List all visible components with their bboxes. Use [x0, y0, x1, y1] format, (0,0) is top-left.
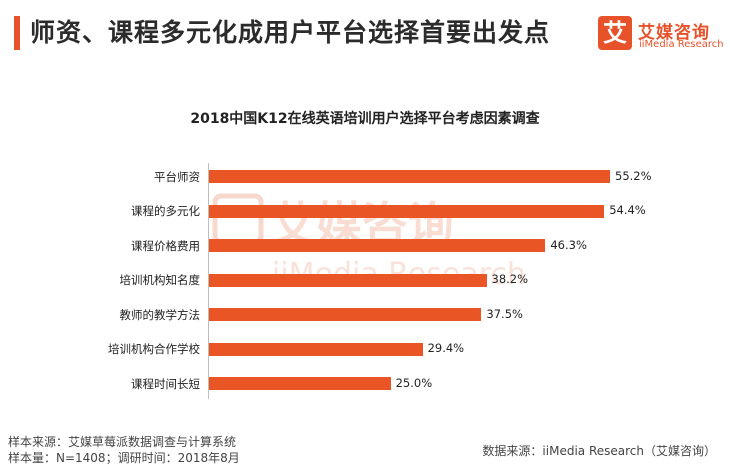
bar — [209, 204, 605, 218]
sample-size: 样本量：N=1408；调研时间：2018年8月 — [8, 451, 240, 465]
logo-name-cn: 艾媒咨询 — [638, 23, 710, 43]
sample-source: 样本来源：艾媒草莓派数据调查与计算系统 — [8, 435, 237, 449]
value-label: 25.0% — [395, 375, 433, 390]
value-label: 29.4% — [427, 341, 465, 355]
logo-mark-icon: 艾 — [598, 16, 632, 50]
category-label: 课程的多元化 — [131, 204, 200, 218]
value-label: 37.5% — [486, 306, 523, 321]
category-label: 教师的教学方法 — [119, 307, 201, 322]
category-label: 平台师资 — [154, 169, 200, 184]
category-label: 培训机构合作学校 — [108, 342, 200, 356]
y-axis-line — [208, 163, 209, 399]
value-label: 54.4% — [609, 203, 646, 217]
page-title: 师资、课程多元化成用户平台选择首要出发点 — [30, 18, 551, 47]
bar — [209, 170, 610, 183]
bar — [209, 273, 487, 287]
value-label: 38.2% — [491, 272, 529, 286]
title-accent-bar — [14, 16, 20, 50]
data-source: 数据来源：iiMedia Research（艾媒咨询） — [482, 444, 716, 458]
footer-sample-info: 样本来源：艾媒草莓派数据调查与计算系统 样本量：N=1408；调研时间：2018… — [8, 434, 240, 466]
bar — [209, 239, 546, 252]
category-label: 培训机构知名度 — [119, 273, 201, 287]
value-label: 55.2% — [615, 168, 652, 183]
category-label: 课程时间长短 — [131, 376, 200, 391]
bar — [209, 308, 482, 321]
iimedia-logo: 艾 艾媒咨询 iiMedia Research — [598, 16, 726, 56]
logo-name-en: iiMedia Research — [639, 39, 724, 50]
value-label: 46.3% — [550, 237, 587, 252]
category-label: 课程价格费用 — [131, 238, 200, 253]
bar — [209, 342, 423, 356]
chart-title: 2018中国K12在线英语培训用户选择平台考虑因素调查 — [190, 111, 540, 127]
bar — [209, 377, 391, 390]
